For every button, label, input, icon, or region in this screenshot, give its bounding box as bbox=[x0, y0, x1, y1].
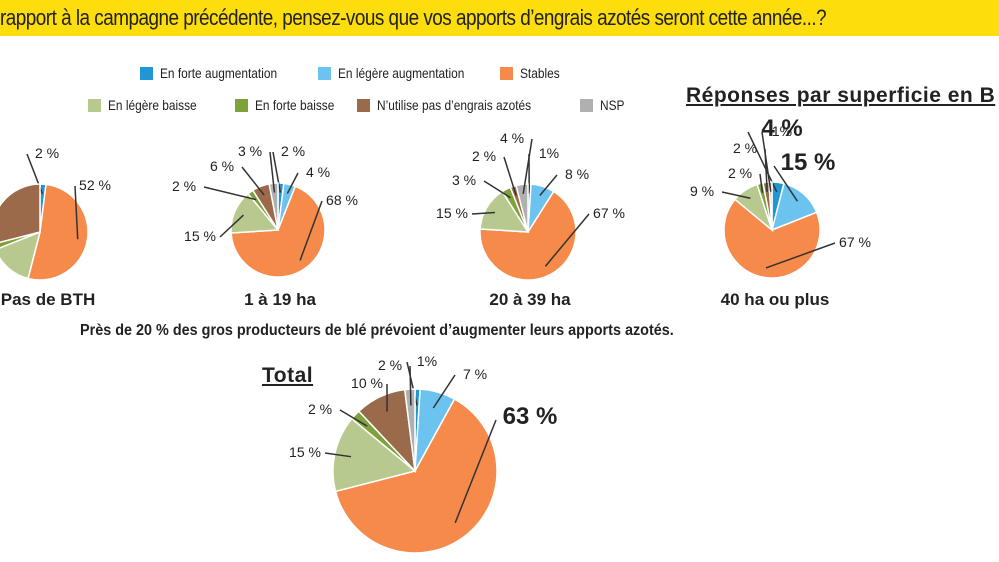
chart-question-title: rapport à la campagne précédente, pensez… bbox=[0, 5, 827, 30]
data-label: 4 % bbox=[761, 115, 802, 142]
leader-line bbox=[522, 138, 533, 195]
leader-line bbox=[409, 365, 412, 406]
data-label: 4 % bbox=[500, 130, 524, 146]
data-label: 63 % bbox=[503, 403, 558, 430]
leader-line bbox=[759, 173, 764, 193]
leader-line bbox=[272, 151, 282, 193]
data-label: 2 % bbox=[733, 140, 757, 156]
leader-line bbox=[299, 200, 323, 261]
leader-line bbox=[773, 165, 799, 202]
pie-2: 1% 8 % 67 % 15 % 3 % 2 %4 % bbox=[436, 130, 625, 281]
leader-line bbox=[432, 374, 456, 409]
leader-line bbox=[765, 242, 836, 269]
data-label: 1% bbox=[539, 145, 559, 161]
data-label: 10 % bbox=[351, 375, 383, 391]
pie-slice bbox=[230, 185, 326, 278]
data-label: 3 % bbox=[452, 172, 476, 188]
chart-note: Près de 20 % des gros producteurs de blé… bbox=[80, 322, 674, 339]
pie-slice bbox=[332, 417, 417, 493]
pie-3: 4 % 15 % 67 % 9 % 2 % 2 % 1% bbox=[690, 115, 871, 279]
legend-swatch bbox=[88, 98, 101, 112]
title-bar: rapport à la campagne précédente, pensez… bbox=[0, 0, 999, 36]
pie-4: 1% 7 % 63 % 15 % 2 % 10 % 2 % bbox=[289, 353, 558, 554]
pie-slice bbox=[723, 198, 821, 279]
data-label: 6 % bbox=[210, 158, 234, 174]
pie-caption: Pas de BTH bbox=[0, 290, 96, 309]
leader-line bbox=[539, 174, 558, 196]
leader-line bbox=[483, 180, 511, 199]
leader-line bbox=[324, 452, 352, 458]
data-label: 15 % bbox=[781, 149, 836, 176]
data-label: 9 % bbox=[690, 183, 714, 199]
data-label: 7 % bbox=[463, 366, 487, 382]
leader-line bbox=[269, 151, 276, 193]
data-label: 2 % bbox=[308, 401, 332, 417]
leader-line bbox=[203, 186, 257, 201]
legend-swatch bbox=[580, 98, 593, 112]
data-label: 15 % bbox=[289, 444, 321, 460]
data-label: 4 % bbox=[306, 164, 330, 180]
pie-slice bbox=[0, 230, 42, 280]
data-label: 52 % bbox=[79, 177, 111, 193]
data-label: 15 % bbox=[184, 228, 216, 244]
legend-item-stables: Stables bbox=[500, 65, 567, 81]
legend-item-forte-augmentation: En forte augmentation bbox=[140, 65, 298, 81]
legend-item-n-utilise-pas: N’utilise pas d’engrais azotés bbox=[357, 97, 558, 113]
leader-line bbox=[471, 211, 495, 215]
leader-line bbox=[761, 131, 772, 192]
legend-swatch bbox=[500, 66, 513, 80]
leader-line bbox=[219, 214, 245, 238]
data-label: 1% bbox=[772, 123, 792, 139]
legend-swatch bbox=[235, 98, 248, 112]
leader-line bbox=[241, 166, 265, 196]
leader-line bbox=[74, 185, 79, 240]
leader-line bbox=[339, 409, 368, 427]
legend-swatch bbox=[357, 98, 370, 112]
leader-line bbox=[454, 419, 497, 524]
data-label: 3 % bbox=[238, 143, 262, 159]
leader-line bbox=[503, 156, 517, 196]
data-label: 68 % bbox=[326, 192, 358, 208]
leader-line bbox=[286, 172, 299, 194]
pie-slice bbox=[27, 183, 89, 281]
pie-caption: 1 à 19 ha bbox=[244, 290, 316, 309]
legend-item-forte-baisse: En forte baisse bbox=[235, 97, 348, 113]
pie-1: 2 %4 %68 %15 %2 %6 %3 % bbox=[172, 143, 358, 278]
legend-item-nsp: NSP bbox=[580, 97, 629, 113]
data-label: 1% bbox=[417, 353, 437, 369]
total-heading: Total bbox=[262, 364, 314, 387]
legend-swatch bbox=[140, 66, 153, 80]
pie-caption: 20 à 39 ha bbox=[489, 290, 571, 309]
data-label: 15 % bbox=[436, 205, 468, 221]
leader-line bbox=[721, 191, 751, 199]
legend-item-legere-augmentation: En légère augmentation bbox=[318, 65, 487, 81]
pie-slice bbox=[334, 398, 498, 554]
data-label: 2 % bbox=[378, 357, 402, 373]
data-label: 8 % bbox=[565, 166, 589, 182]
pie-slice bbox=[0, 183, 41, 244]
data-label: 67 % bbox=[593, 205, 625, 221]
pie-0: 2 % 52 % bbox=[0, 145, 111, 281]
data-label: 2 % bbox=[728, 165, 752, 181]
data-label: 2 % bbox=[281, 143, 305, 159]
legend-swatch bbox=[318, 66, 331, 80]
section-heading: Réponses par superficie en B bbox=[686, 84, 996, 107]
leader-line bbox=[544, 213, 590, 267]
data-label: 2 % bbox=[472, 148, 496, 164]
data-label: 67 % bbox=[839, 234, 871, 250]
pie-caption: 40 ha ou plus bbox=[720, 290, 830, 309]
pie-slice bbox=[515, 183, 529, 233]
legend-item-legere-baisse: En légère baisse bbox=[88, 97, 212, 113]
data-label: 2 % bbox=[35, 145, 59, 161]
data-label: 2 % bbox=[172, 178, 196, 194]
